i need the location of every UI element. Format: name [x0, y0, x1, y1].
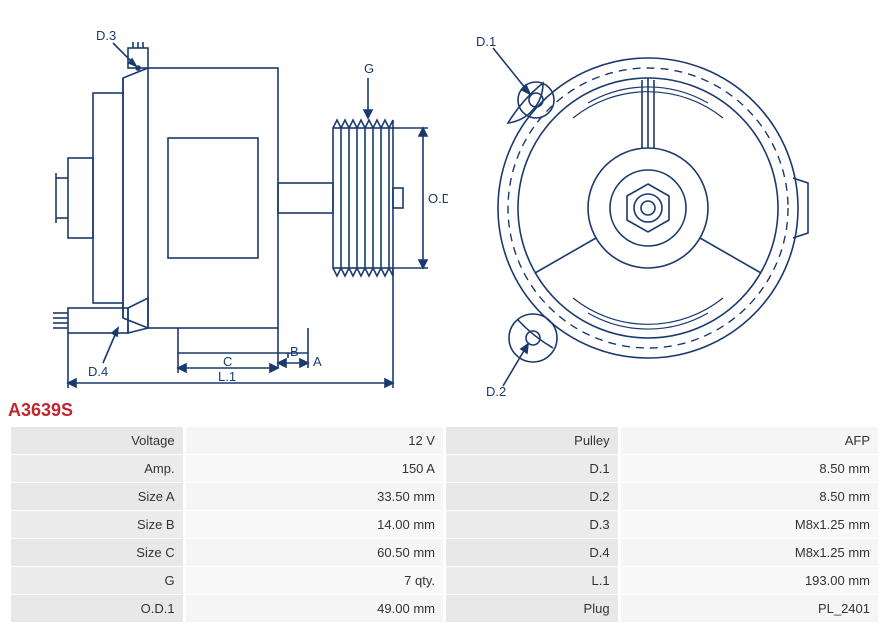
label-d2: D.2: [486, 384, 506, 398]
spec-label: D.4: [446, 539, 618, 567]
spec-label: Size B: [11, 511, 183, 539]
spec-label: D.2: [446, 483, 618, 511]
spec-value: 49.00 mm: [186, 595, 443, 623]
table-row: G7 qty.L.1193.00 mm: [11, 567, 878, 595]
label-g: G: [364, 61, 374, 76]
spec-label: L.1: [446, 567, 618, 595]
label-d4: D.4: [88, 364, 108, 379]
spec-label: Plug: [446, 595, 618, 623]
table-row: Size A33.50 mmD.28.50 mm: [11, 483, 878, 511]
spec-value: M8x1.25 mm: [621, 539, 878, 567]
diagram-area: D.3 D.4 G O.D.1 A B C L.1: [8, 8, 881, 398]
label-d1: D.1: [476, 34, 496, 49]
diagram-side-view: D.3 D.4 G O.D.1 A B C L.1: [8, 8, 448, 398]
spec-value: 60.50 mm: [186, 539, 443, 567]
side-view-svg: D.3 D.4 G O.D.1 A B C L.1: [8, 8, 448, 398]
spec-label: D.1: [446, 455, 618, 483]
front-view-svg: D.1 D.2: [448, 8, 878, 398]
spec-label: D.3: [446, 511, 618, 539]
spec-value: 12 V: [186, 427, 443, 455]
table-row: Size C60.50 mmD.4M8x1.25 mm: [11, 539, 878, 567]
label-a: A: [313, 354, 322, 369]
spec-value: PL_2401: [621, 595, 878, 623]
table-row: O.D.149.00 mmPlugPL_2401: [11, 595, 878, 623]
spec-label: Size A: [11, 483, 183, 511]
spec-value: 150 A: [186, 455, 443, 483]
label-b: B: [290, 344, 299, 359]
spec-value: 8.50 mm: [621, 483, 878, 511]
table-row: Size B14.00 mmD.3M8x1.25 mm: [11, 511, 878, 539]
table-row: Voltage12 VPulleyAFP: [11, 427, 878, 455]
spec-label: O.D.1: [11, 595, 183, 623]
spec-value: 33.50 mm: [186, 483, 443, 511]
label-c: C: [223, 354, 232, 369]
spec-value: 14.00 mm: [186, 511, 443, 539]
spec-value: 8.50 mm: [621, 455, 878, 483]
spec-label: Size C: [11, 539, 183, 567]
spec-label: Voltage: [11, 427, 183, 455]
spec-value: M8x1.25 mm: [621, 511, 878, 539]
spec-label: G: [11, 567, 183, 595]
label-od1: O.D.1: [428, 191, 448, 206]
spec-value: 193.00 mm: [621, 567, 878, 595]
spec-table-body: Voltage12 VPulleyAFPAmp.150 AD.18.50 mmS…: [11, 427, 878, 623]
page-root: D.3 D.4 G O.D.1 A B C L.1: [0, 0, 889, 631]
spec-table: Voltage12 VPulleyAFPAmp.150 AD.18.50 mmS…: [8, 427, 881, 623]
spec-label: Amp.: [11, 455, 183, 483]
spec-label: Pulley: [446, 427, 618, 455]
label-d3: D.3: [96, 28, 116, 43]
label-l1: L.1: [218, 369, 236, 384]
spec-value: 7 qty.: [186, 567, 443, 595]
part-number: A3639S: [8, 400, 881, 421]
table-row: Amp.150 AD.18.50 mm: [11, 455, 878, 483]
spec-value: AFP: [621, 427, 878, 455]
diagram-front-view: D.1 D.2: [448, 8, 881, 398]
